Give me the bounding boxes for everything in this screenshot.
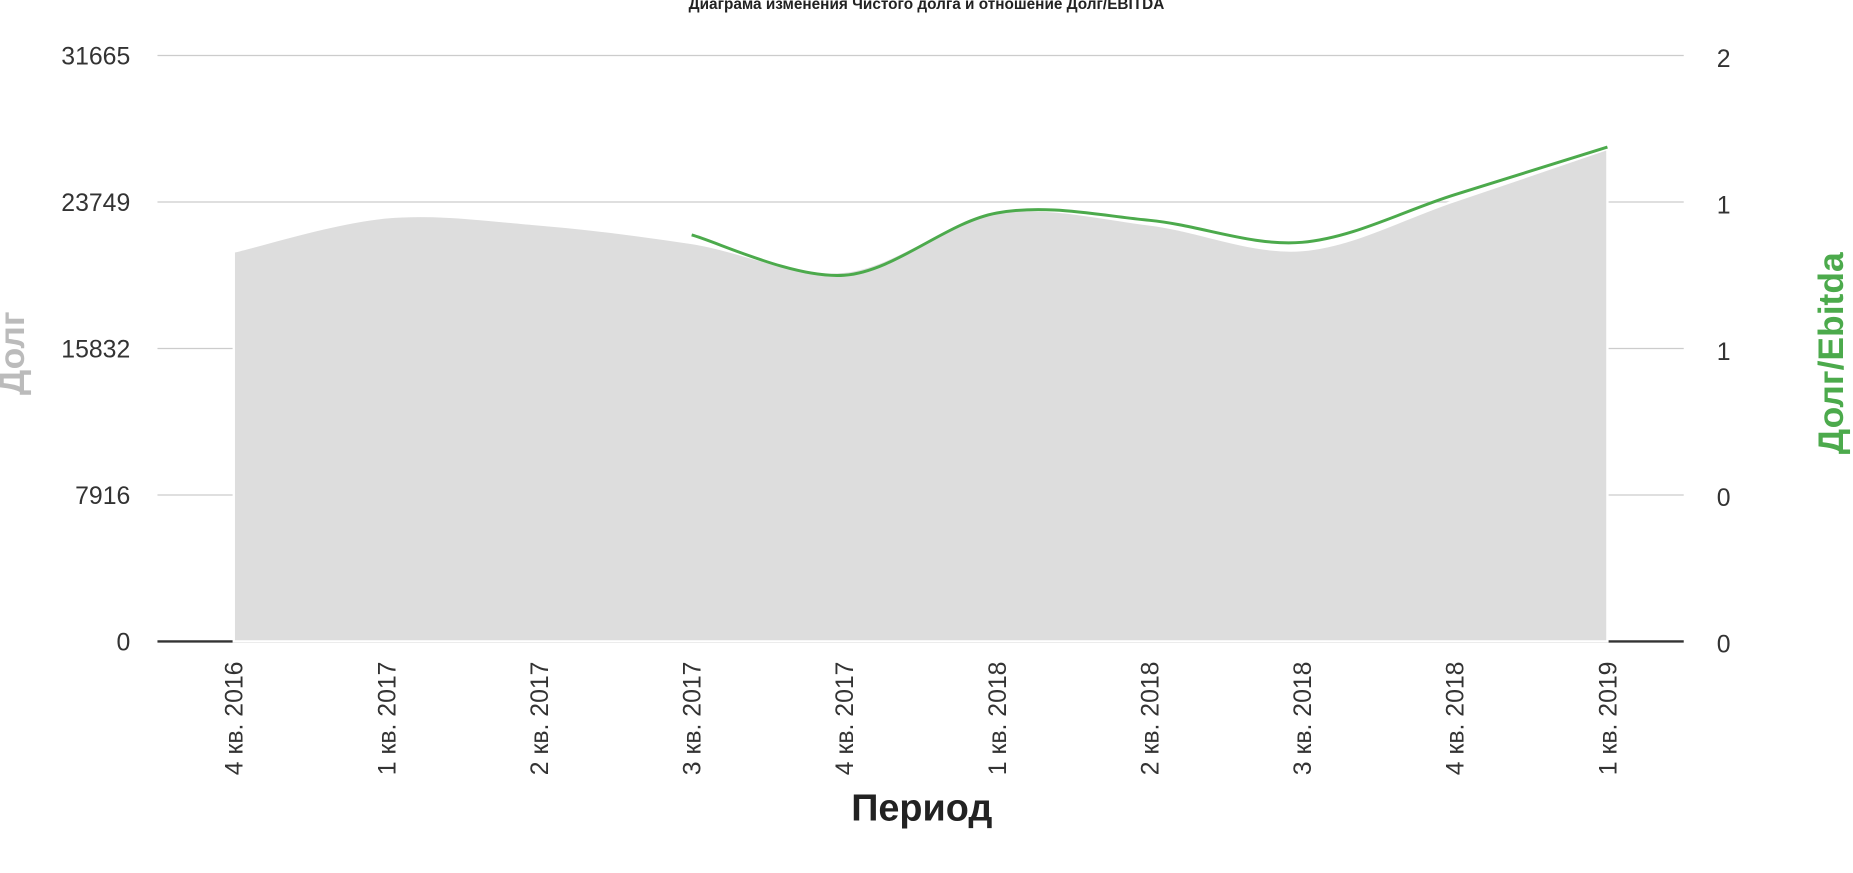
- y2-tick-label: 0: [1717, 632, 1731, 659]
- y2-tick-label: 2: [1717, 46, 1731, 73]
- y-axis-title: Долг: [0, 311, 32, 395]
- x-tick-label: 4 кв. 2017: [832, 662, 859, 776]
- x-tick-label: 2 кв. 2017: [527, 662, 554, 776]
- y2-tick-label: 1: [1717, 339, 1731, 366]
- debt-area: [232, 147, 1609, 643]
- x-tick-label: 1 кв. 2017: [374, 662, 401, 776]
- x-axis-title: Период: [851, 787, 992, 829]
- x-tick-label: 3 кв. 2018: [1290, 662, 1317, 776]
- x-tick-label: 3 кв. 2017: [680, 662, 707, 776]
- y2-tick-label: 0: [1717, 485, 1731, 512]
- x-tick-label: 2 кв. 2018: [1137, 662, 1164, 776]
- y2-axis-title: Долг/Ebitda: [1811, 252, 1851, 454]
- y-tick-label: 7916: [75, 483, 130, 510]
- chart-title: Диаграма изменения Чистого долга и отнош…: [689, 0, 1165, 13]
- x-tick-label: 4 кв. 2016: [222, 662, 249, 776]
- y-tick-label: 0: [116, 629, 130, 656]
- x-tick-label: 1 кв. 2019: [1595, 662, 1622, 776]
- x-tick-label: 4 кв. 2018: [1443, 662, 1470, 776]
- y-tick-label: 23749: [61, 190, 130, 217]
- ratio-line: [691, 145, 1608, 277]
- x-tick-label: 1 кв. 2018: [985, 662, 1012, 776]
- y2-tick-label: 1: [1717, 192, 1731, 219]
- y-tick-label: 31665: [61, 43, 130, 70]
- y-tick-label: 15832: [61, 336, 130, 363]
